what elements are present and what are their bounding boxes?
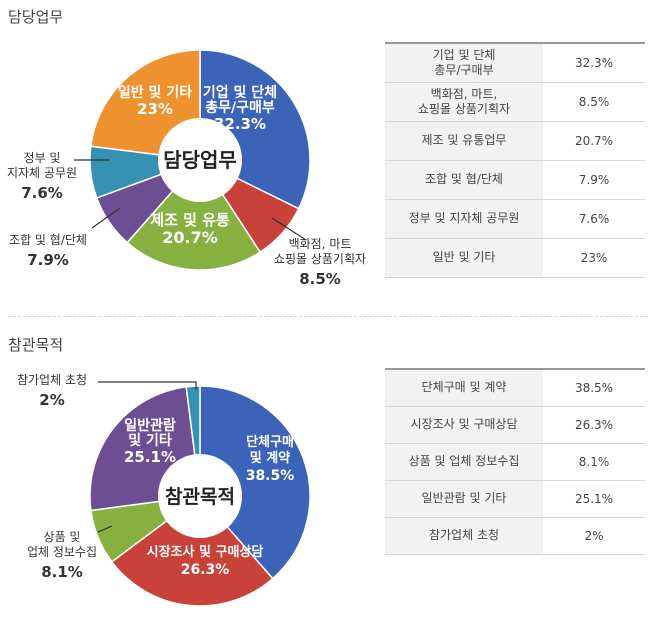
slice-label: 및 계약 <box>250 450 290 466</box>
slice-percent: 23% <box>137 100 173 118</box>
row-value: 8.5% <box>543 82 645 122</box>
slice-percent: 38.5% <box>246 468 295 484</box>
table-row: 참가업체 초청 2% <box>385 517 645 555</box>
row-value: 2% <box>543 517 645 555</box>
row-value: 8.1% <box>543 443 645 481</box>
table-duty: 기업 및 단체 총무/구매부 32.3% 백화점, 마트, 쇼핑몰 상품기획자 8.5% 제… <box>385 42 645 278</box>
table-row: 일반관람 및 기타 25.1% <box>385 480 645 518</box>
outside-label: 조합 및 협/단체 <box>9 233 87 247</box>
table-row: 단체구매 및 계약 38.5% <box>385 369 645 407</box>
row-category: 정부 및 지자체 공무원 <box>385 199 543 239</box>
table-row: 정부 및 지자체 공무원 7.6% <box>385 199 645 239</box>
outside-label: 참가업체 초청 <box>17 373 87 387</box>
row-value: 32.3% <box>543 43 645 83</box>
row-value: 25.1% <box>543 480 645 518</box>
pie-center-hole <box>158 118 242 202</box>
outside-percent: 2% <box>39 391 64 409</box>
slice-percent: 32.3% <box>214 115 266 133</box>
slice-label: 총무/구매부 <box>205 100 275 116</box>
outside-percent: 7.6% <box>21 184 63 202</box>
row-category: 단체구매 및 계약 <box>385 369 543 407</box>
leader-line <box>98 381 197 390</box>
pie-center-label: 참관목적 <box>165 486 235 508</box>
row-value: 23% <box>543 238 645 278</box>
slice-label: 기업 및 단체 <box>203 84 277 101</box>
pie-center-label: 담당업무 <box>163 148 237 172</box>
outside-percent: 8.5% <box>299 270 341 288</box>
table-row: 제조 및 유통업무 20.7% <box>385 121 645 161</box>
outside-label: 정부 및 <box>24 151 61 165</box>
pie-slice <box>126 158 262 271</box>
row-value: 7.9% <box>543 160 645 200</box>
section-title-purpose: 참관목적 <box>8 336 64 354</box>
row-value: 7.6% <box>543 199 645 239</box>
pie-slice <box>110 494 274 607</box>
outside-percent: 7.9% <box>27 251 69 269</box>
slice-label: 시장조사 및 구매상담 <box>147 544 264 560</box>
slice-label: 및 기타 <box>128 432 172 449</box>
section-title-duty: 담당업무 <box>8 8 64 26</box>
outside-label: 지자체 공무원 <box>7 166 77 180</box>
table-row: 시장조사 및 구매상담 26.3% <box>385 406 645 444</box>
table-row: 일반 및 기타 23% <box>385 238 645 278</box>
row-category: 기업 및 단체 총무/구매부 <box>385 43 543 83</box>
row-category: 일반 및 기타 <box>385 238 543 278</box>
slice-label: 단체구매 <box>246 434 294 450</box>
table-row: 기업 및 단체 총무/구매부 32.3% <box>385 43 645 83</box>
table-row: 상품 및 업체 정보수집 8.1% <box>385 443 645 481</box>
row-category: 시장조사 및 구매상담 <box>385 406 543 444</box>
leader-line <box>271 217 307 241</box>
row-category: 일반관람 및 기타 <box>385 480 543 518</box>
row-value: 26.3% <box>543 406 645 444</box>
slice-label: 제조 및 유통 <box>150 211 230 229</box>
row-category: 조합 및 협/단체 <box>385 160 543 200</box>
outside-label: 백화점, 마트 <box>289 237 352 251</box>
row-category: 참가업체 초청 <box>385 517 543 555</box>
pie-slice <box>199 385 311 580</box>
outside-percent: 8.1% <box>41 563 83 581</box>
leader-line <box>91 207 121 229</box>
table-row: 백화점, 마트, 쇼핑몰 상품기획자 8.5% <box>385 82 645 122</box>
row-category: 백화점, 마트, 쇼핑몰 상품기획자 <box>385 82 543 122</box>
slice-percent: 26.3% <box>181 562 230 578</box>
row-value: 20.7% <box>543 121 645 161</box>
slice-label: 일반관람 <box>124 417 176 434</box>
table-row: 조합 및 협/단체 7.9% <box>385 160 645 200</box>
pie-center-hole <box>158 454 242 538</box>
leader-line <box>97 525 113 533</box>
slice-label: 일반 및 기타 <box>118 84 192 101</box>
row-value: 38.5% <box>543 369 645 407</box>
section-divider <box>8 316 648 317</box>
table-purpose: 단체구매 및 계약 38.5% 시장조사 및 구매상담 26.3% 상품 및 업체 정보… <box>385 368 645 555</box>
outside-label: 쇼핑몰 상품기획자 <box>274 252 366 266</box>
row-category: 상품 및 업체 정보수집 <box>385 443 543 481</box>
outside-label: 업체 정보수집 <box>27 545 97 559</box>
row-category: 제조 및 유통업무 <box>385 121 543 161</box>
outside-label: 상품 및 <box>44 530 81 544</box>
slice-percent: 20.7% <box>162 228 218 247</box>
slice-percent: 25.1% <box>124 448 176 466</box>
